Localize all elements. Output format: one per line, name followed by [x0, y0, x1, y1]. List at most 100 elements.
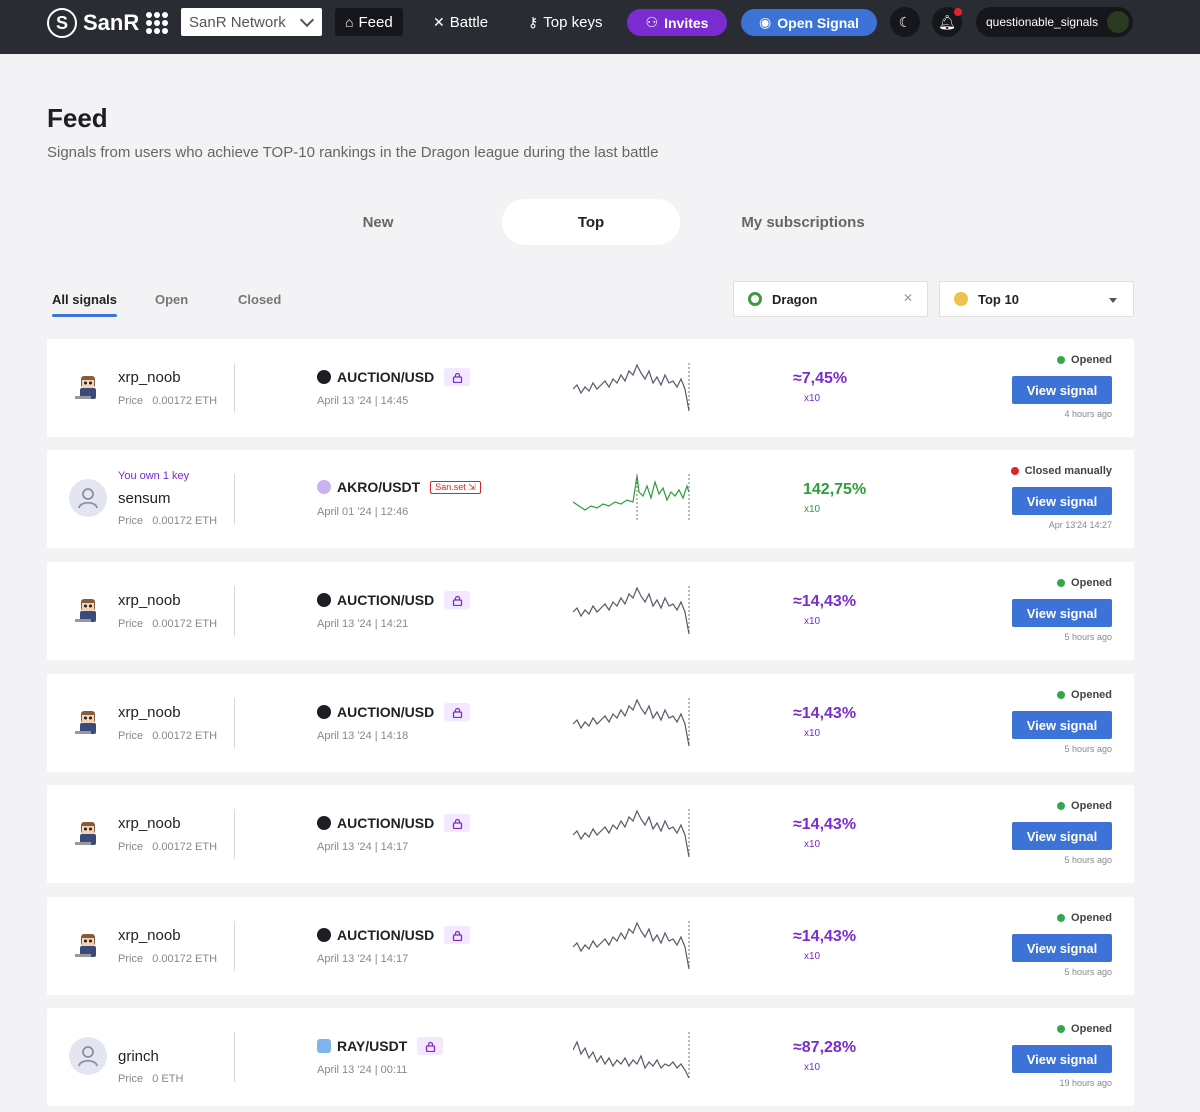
status-label: Opened	[1071, 354, 1112, 366]
trading-pair: AUCTION/USD	[317, 591, 471, 609]
main-tabs: New Top My subscriptions	[273, 199, 913, 245]
trading-pair: AUCTION/USD	[317, 368, 471, 386]
user-avatar	[1107, 11, 1129, 33]
subtab-open[interactable]: Open	[155, 292, 189, 307]
signal-date: April 13 '24 | 14:18	[317, 730, 409, 742]
signal-username[interactable]: xrp_noob	[118, 815, 181, 832]
leverage: x10	[804, 616, 821, 627]
signal-card: xrp_noob Price 0.00172 ETH AUCTION/USD A…	[47, 785, 1134, 883]
view-signal-button[interactable]: View signal	[1012, 711, 1112, 739]
signal-username[interactable]: xrp_noob	[118, 369, 181, 386]
signal-username[interactable]: xrp_noob	[118, 704, 181, 721]
signal-username[interactable]: xrp_noob	[118, 592, 181, 609]
chevron-down-icon	[299, 12, 315, 28]
status-dot	[1057, 691, 1066, 699]
notifications-button[interactable]: 🔔︎	[932, 7, 962, 37]
league-filter[interactable]: Dragon ✕	[733, 281, 928, 317]
view-signal-button[interactable]: View signal	[1012, 599, 1112, 627]
price-sparkline	[573, 586, 690, 635]
user-avatar[interactable]	[69, 591, 107, 629]
page-title: Feed	[47, 103, 108, 133]
price-sparkline	[573, 474, 690, 522]
add-user-icon: ⚇	[645, 14, 659, 30]
pair-label: AUCTION/USD	[337, 369, 435, 385]
nav-top-keys[interactable]: ⚷ Top keys	[518, 8, 612, 36]
open-signal-button[interactable]: ◉ Open Signal	[741, 9, 877, 36]
status-dot	[1057, 579, 1066, 587]
user-avatar[interactable]	[69, 814, 107, 852]
price-label: Price	[118, 395, 144, 407]
view-signal-button[interactable]: View signal	[1012, 487, 1112, 515]
tab-new[interactable]: New	[362, 213, 394, 231]
view-signal-button[interactable]: View signal	[1012, 376, 1112, 404]
price-value: 0.00172 ETH	[152, 618, 218, 630]
rank-filter-value: Top 10	[978, 291, 1019, 307]
trading-pair: RAY/USDT	[317, 1037, 444, 1055]
signal-status: Opened	[1057, 912, 1112, 924]
signal-username[interactable]: xrp_noob	[118, 927, 181, 944]
leverage: x10	[804, 1062, 821, 1073]
divider	[234, 809, 235, 859]
user-avatar[interactable]	[69, 926, 107, 964]
view-signal-button[interactable]: View signal	[1012, 934, 1112, 962]
divider	[234, 474, 235, 524]
status-dot	[1057, 914, 1066, 922]
subtab-all-signals[interactable]: All signals	[52, 292, 118, 307]
divider	[234, 1032, 235, 1082]
price-value: 0.00172 ETH	[152, 515, 218, 527]
signal-date: April 13 '24 | 14:17	[317, 953, 409, 965]
trading-pair: AUCTION/USD	[317, 814, 471, 832]
user-menu[interactable]: questionable_signals	[976, 7, 1133, 37]
network-select[interactable]: SanR Network	[181, 8, 322, 36]
theme-toggle-button[interactable]: ☾	[890, 7, 920, 37]
view-signal-button[interactable]: View signal	[1012, 1045, 1112, 1073]
logo-text: SanR	[83, 10, 140, 35]
view-signal-button[interactable]: View signal	[1012, 822, 1112, 850]
medal-icon	[954, 292, 968, 306]
price-value: 0.00172 ETH	[152, 395, 218, 407]
user-placeholder-icon[interactable]	[69, 1037, 107, 1075]
swords-icon: ✕	[433, 13, 445, 30]
trading-pair: AKRO/USDT San.set ⇲	[317, 479, 481, 495]
signal-card: xrp_noob Price 0.00172 ETH AUCTION/USD A…	[47, 339, 1134, 437]
lock-icon	[417, 1037, 444, 1055]
key-price: Price 0.00172 ETH	[118, 730, 217, 742]
signal-username[interactable]: grinch	[118, 1048, 159, 1065]
sanr-logo[interactable]: S SanR	[47, 8, 139, 38]
sanset-tag[interactable]: San.set ⇲	[430, 480, 481, 494]
signal-profit: ≈14,43%	[793, 816, 857, 833]
price-label: Price	[118, 618, 144, 630]
divider	[234, 586, 235, 636]
nav-feed[interactable]: ⌂ Feed	[335, 8, 403, 36]
status-label: Opened	[1071, 577, 1112, 589]
rank-filter[interactable]: Top 10	[939, 281, 1134, 317]
status-dot	[1057, 356, 1066, 364]
status-dot	[1057, 802, 1066, 810]
signal-card: xrp_noob Price 0.00172 ETH AUCTION/USD A…	[47, 674, 1134, 772]
lock-icon	[444, 814, 471, 832]
tab-top[interactable]: Top	[502, 199, 680, 245]
signal-username[interactable]: sensum	[118, 490, 171, 507]
price-label: Price	[118, 953, 144, 965]
signal-profit: ≈14,43%	[793, 593, 857, 610]
leverage: x10	[804, 504, 821, 515]
user-placeholder-icon[interactable]	[69, 479, 107, 517]
user-avatar[interactable]	[69, 703, 107, 741]
signal-date: April 13 '24 | 14:21	[317, 618, 409, 630]
invites-button[interactable]: ⚇ Invites	[627, 9, 727, 36]
apps-grid-icon[interactable]	[146, 12, 168, 34]
subtab-closed[interactable]: Closed	[238, 292, 282, 307]
signal-date: April 01 '24 | 12:46	[317, 506, 409, 518]
open-signal-label: Open Signal	[777, 14, 859, 31]
clear-icon[interactable]: ✕	[902, 291, 913, 305]
tab-my-subscriptions[interactable]: My subscriptions	[741, 213, 865, 231]
lock-icon	[444, 591, 471, 609]
time-ago: 19 hours ago	[1059, 1078, 1112, 1088]
nav-battle[interactable]: ✕ Battle	[423, 8, 498, 36]
signal-profit: ≈7,45%	[793, 370, 848, 387]
pair-label: RAY/USDT	[337, 1038, 408, 1054]
user-avatar[interactable]	[69, 368, 107, 406]
coin-icon	[317, 816, 331, 830]
pair-label: AUCTION/USD	[337, 927, 435, 943]
status-label: Opened	[1071, 912, 1112, 924]
